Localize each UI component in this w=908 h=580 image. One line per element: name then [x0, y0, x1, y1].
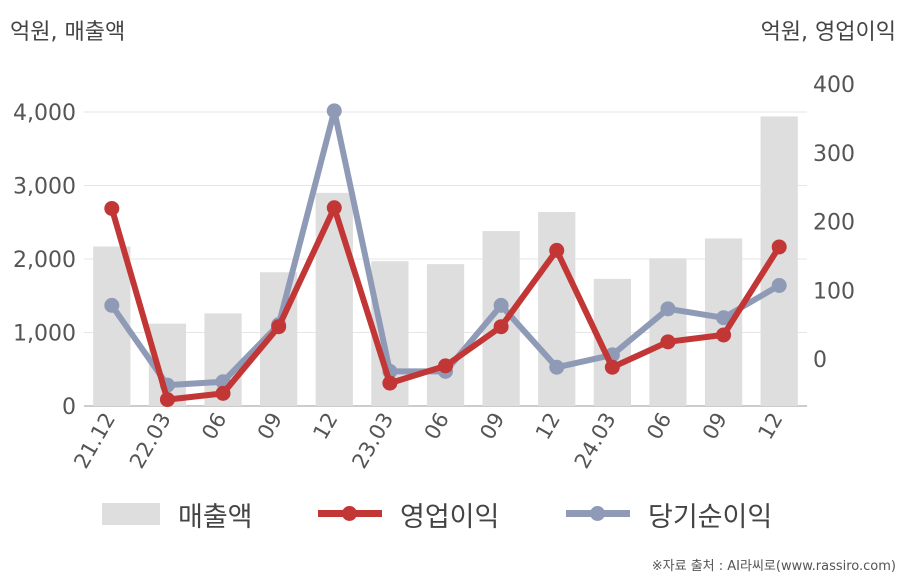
point-net-income-8 — [549, 359, 565, 375]
line-series — [104, 103, 787, 408]
point-net-income-12 — [771, 277, 787, 293]
x-tick-12: 12 — [753, 409, 787, 444]
legend-line-swatch-net — [566, 503, 630, 525]
point-net-income-10 — [660, 301, 676, 317]
x-tick-6: 06 — [420, 409, 454, 444]
source-note: ※자료 출처 : AI라씨로(www.rassiro.com) — [651, 559, 896, 574]
left-tick-1: 1,000 — [13, 322, 76, 347]
legend-line-swatch-operating — [318, 503, 382, 525]
bar-revenue-6 — [426, 264, 465, 406]
bar-revenue-8 — [538, 211, 576, 406]
left-tick-3: 3,000 — [13, 175, 76, 200]
x-tick-3: 09 — [253, 409, 287, 444]
right-tick-0: 0 — [813, 348, 827, 373]
legend-operating-profit: 영업이익 — [318, 492, 499, 536]
point-operating-profit-9 — [604, 359, 620, 375]
point-operating-profit-7 — [493, 319, 509, 335]
x-tick-7: 09 — [475, 408, 509, 443]
bar-revenue-12 — [760, 116, 798, 406]
point-net-income-4 — [326, 103, 342, 119]
x-tick-2: 06 — [197, 409, 231, 444]
x-tick-0: 21.12 — [69, 409, 120, 473]
legend-label-net-income: 당기순이익 — [648, 501, 773, 533]
point-net-income-11 — [716, 310, 732, 326]
left-tick-4: 4,000 — [13, 101, 76, 126]
x-tick-5: 23.03 — [347, 409, 398, 473]
right-tick-2: 200 — [813, 211, 855, 236]
point-operating-profit-12 — [771, 239, 787, 255]
x-axis-ticks: 21.12 22.03 06 09 12 23.03 06 09 12 24.03 06 09 12 — [69, 408, 787, 472]
point-operating-profit-1 — [159, 392, 175, 408]
legend-label-operating-profit: 영업이익 — [400, 501, 500, 533]
legend-bar-swatch — [102, 503, 160, 525]
point-operating-profit-4 — [326, 200, 342, 216]
right-axis-ticks: 0 100 200 300 400 — [813, 73, 855, 373]
legend-revenue: 매출액 — [102, 492, 253, 536]
left-axis-unit: 억원, 매출액 — [10, 20, 126, 45]
x-tick-9: 24.03 — [570, 409, 621, 473]
point-operating-profit-6 — [438, 358, 453, 374]
bar-revenue-4 — [315, 192, 353, 406]
x-tick-11: 09 — [698, 409, 732, 444]
right-axis-unit: 억원, 영업이익 — [760, 20, 896, 45]
x-tick-10: 06 — [642, 409, 676, 444]
point-operating-profit-5 — [382, 375, 398, 391]
point-net-income-0 — [104, 297, 120, 313]
x-tick-1: 22.03 — [125, 409, 176, 473]
point-net-income-7 — [493, 297, 509, 313]
legend-label-revenue: 매출액 — [178, 501, 253, 533]
left-axis-ticks: 0 1,000 2,000 3,000 4,000 — [13, 101, 76, 420]
point-operating-profit-3 — [271, 319, 287, 335]
legend-net-income: 당기순이익 — [566, 492, 772, 536]
point-operating-profit-10 — [660, 334, 676, 350]
bar-revenue-10 — [649, 258, 687, 406]
point-operating-profit-0 — [104, 200, 120, 216]
left-tick-0: 0 — [62, 395, 76, 420]
right-tick-1: 100 — [813, 279, 855, 304]
right-tick-4: 400 — [813, 73, 855, 98]
left-tick-2: 2,000 — [13, 248, 76, 273]
right-tick-3: 300 — [813, 142, 855, 167]
point-operating-profit-8 — [549, 242, 565, 258]
point-operating-profit-2 — [215, 385, 231, 401]
chart: 0 1,000 2,000 3,000 4,000 0 100 200 300 400 21.1… — [13, 73, 855, 473]
x-tick-4: 12 — [308, 409, 342, 444]
point-operating-profit-11 — [716, 327, 732, 343]
x-tick-8: 12 — [531, 409, 565, 444]
